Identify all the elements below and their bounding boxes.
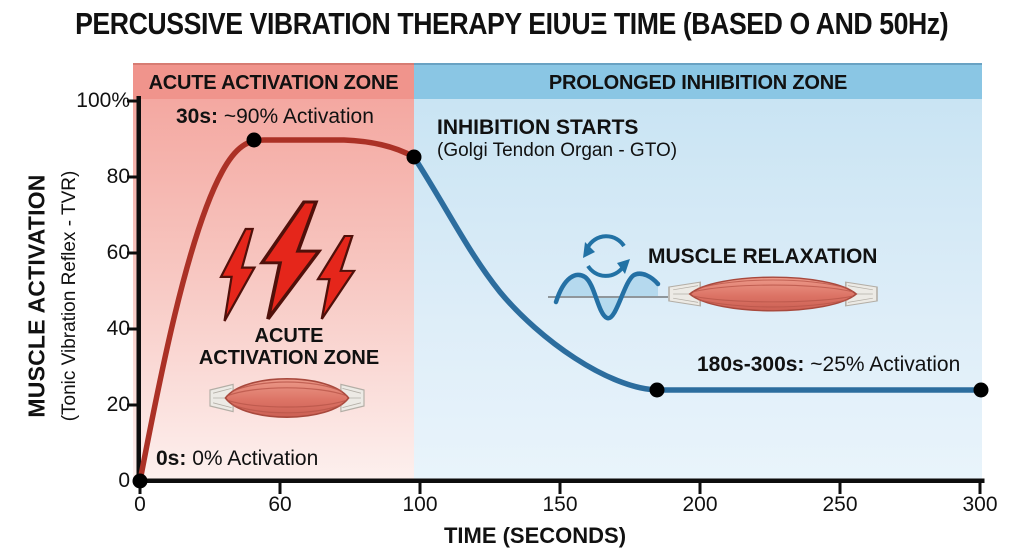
y-tick-40: 40 (106, 317, 130, 340)
acute-zone-band: ACUTE ACTIVATION ZONE (133, 63, 414, 101)
y-axis-subtitle: (Tonic Vibration Reflex - TVR) (59, 170, 80, 422)
y-axis-ticks (127, 99, 137, 407)
lightning-bolt-icon (260, 200, 321, 321)
x-tick-0: 0 (134, 493, 146, 516)
annotation-low-plateau: 180s-300s: ~25% Activation (697, 353, 960, 377)
y-tick-20: 20 (106, 393, 130, 416)
annotation-low-time: 180s-300s: (697, 353, 805, 376)
y-tick-100: 100% (76, 89, 130, 112)
relaxation-muscle-icon (667, 276, 879, 312)
chart-title-text: PERCUSSIVE VIBRATION THERAPY EIƲUΞ TIME … (75, 6, 949, 41)
annotation-acute-line1: ACUTE (254, 325, 324, 347)
lightning-bolt-icon (316, 234, 356, 321)
x-tick-200: 200 (682, 493, 718, 516)
annotation-peak-value: ~90% Activation (218, 105, 374, 128)
y-axis-title: MUSCLE ACTIVATION (23, 174, 50, 418)
annotation-start-time: 0s: (156, 447, 187, 470)
annotation-inhibition-title: INHIBITION STARTS (437, 116, 639, 139)
data-point-180s (649, 382, 665, 398)
annotation-acute-line2: ACTIVATION ZONE (198, 347, 380, 370)
lightning-bolt-icons (219, 200, 356, 323)
inhibition-curve (411, 154, 984, 393)
vibration-wave-cycle-icon (548, 234, 668, 321)
data-point-300s (973, 382, 989, 398)
annotation-peak-time: 30s: (176, 105, 219, 128)
annotation-inhibition-subtitle: (Golgi Tendon Organ - GTO) (437, 140, 678, 162)
x-tick-100: 100 (402, 493, 438, 516)
y-tick-80: 80 (106, 165, 130, 188)
lightning-bolt-icon (219, 227, 256, 323)
annotation-acute-zone: ACUTE ACTIVATION ZONE (185, 325, 393, 370)
cycle-arrows-icon (586, 234, 626, 278)
data-point-0s (132, 473, 148, 489)
data-point-30s (246, 132, 262, 148)
activation-curve (137, 137, 417, 484)
chart-title: PERCUSSIVE VIBRATION THERAPY EIƲUΞ TIME … (0, 6, 1024, 42)
annotation-inhibition: INHIBITION STARTS (Golgi Tendon Organ - … (437, 116, 677, 162)
annotation-peak: 30s: ~90% Activation (176, 105, 374, 129)
annotation-start: 0s: 0% Activation (156, 447, 318, 471)
acute-zone-band-label: ACUTE ACTIVATION ZONE (148, 71, 399, 94)
inhibition-zone-band: PROLONGED INHIBITION ZONE (414, 63, 982, 101)
x-tick-250: 250 (822, 493, 858, 516)
y-tick-60: 60 (106, 241, 130, 264)
x-axis-title: TIME (SECONDS) (443, 523, 627, 548)
x-tick-150: 150 (542, 493, 578, 516)
x-tick-300: 300 (962, 493, 998, 516)
annotation-low-value: ~25% Activation (804, 353, 961, 376)
acute-muscle-icon (209, 377, 365, 419)
inhibition-zone-band-label: PROLONGED INHIBITION ZONE (548, 71, 848, 94)
x-axis-line (136, 478, 985, 494)
x-tick-60: 60 (268, 493, 292, 516)
annotation-start-value: 0% Activation (186, 447, 319, 470)
sine-wave-icon (553, 271, 661, 321)
annotation-relaxation: MUSCLE RELAXATION (648, 245, 878, 268)
y-tick-0: 0 (118, 469, 130, 492)
data-point-100s (406, 149, 422, 165)
y-axis-line (127, 96, 141, 484)
